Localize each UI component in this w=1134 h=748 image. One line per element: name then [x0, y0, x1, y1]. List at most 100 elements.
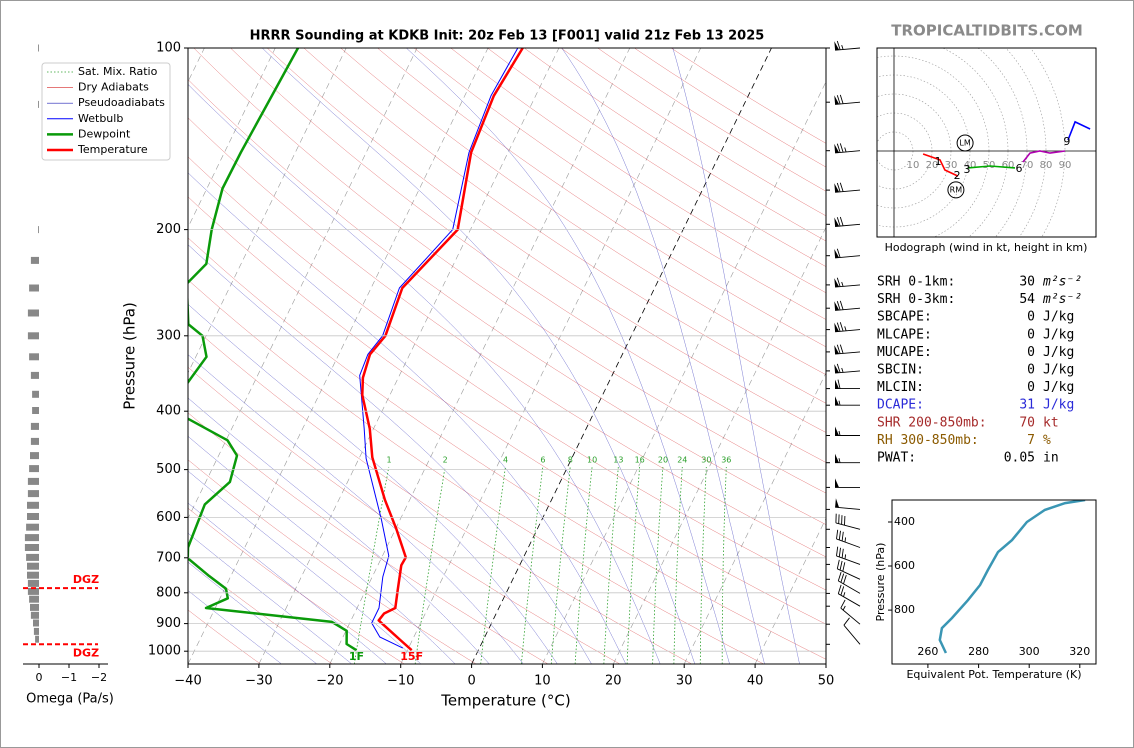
- omega-bar: [33, 619, 39, 627]
- index-label: SRH 0-1km:: [877, 275, 955, 290]
- dry-adiabat: [230, 48, 826, 463]
- chart-title: HRRR Sounding at KDKB Init: 20z Feb 13 […: [250, 29, 765, 44]
- ring-label: 10: [907, 160, 920, 171]
- barb-feather: [836, 322, 841, 332]
- profile-line: [361, 48, 524, 652]
- barb-staff: [835, 47, 861, 51]
- barb-feather: [836, 529, 839, 539]
- barb-pennant: [834, 249, 840, 258]
- barb-feather: [839, 94, 844, 104]
- isotherm: [188, 48, 276, 228]
- isotherm: [542, 80, 826, 664]
- legend-box: [41, 62, 171, 161]
- pseudoadiabat: [188, 502, 387, 664]
- height-label: 3: [964, 163, 971, 176]
- dry-adiabat: [188, 366, 621, 664]
- ring-label: 60: [1002, 160, 1015, 171]
- barb-pennant: [835, 453, 839, 463]
- mixing-ratio-label: 36: [721, 456, 731, 465]
- dry-adiabat: [188, 412, 549, 664]
- wind-barb: [835, 426, 860, 436]
- branding: TROPICALTIDBITS.COM: [891, 22, 1083, 40]
- isotherm: [188, 48, 347, 374]
- y-tick-label: 700: [156, 550, 181, 565]
- y-tick-label: 800: [894, 603, 915, 616]
- barb-feather: [839, 143, 844, 153]
- dry-adiabat: [188, 196, 826, 625]
- thetae-y-label: Pressure (hPa): [874, 543, 887, 622]
- barb-staff: [835, 255, 861, 259]
- barb-feather: [836, 95, 841, 105]
- barb-half-feather: [841, 367, 844, 373]
- barb-half-feather: [838, 430, 841, 436]
- mixing-ratio-label: 1: [386, 456, 391, 465]
- legend-label: Sat. Mix. Ratio: [78, 65, 158, 78]
- y-tick-label: 400: [894, 515, 915, 528]
- omega-bar: [29, 595, 39, 603]
- mixing-ratio-line: [673, 466, 683, 664]
- y-axis-label: Pressure (hPa): [121, 302, 139, 410]
- storm-motion-label: RM: [950, 185, 963, 194]
- index-label: PWAT:: [877, 451, 916, 466]
- omega-bar: [35, 635, 39, 643]
- barb-feather: [836, 40, 841, 50]
- ring-label: 90: [1059, 160, 1072, 171]
- plot-area: [188, 48, 826, 664]
- storm-motion-label: LM: [959, 139, 970, 148]
- barb-half-feather: [841, 281, 844, 287]
- storm-motion-marker: [947, 181, 965, 199]
- isotherm: [188, 48, 489, 664]
- barb-feather: [836, 277, 841, 287]
- dry-adiabat: [188, 322, 692, 664]
- barb-pennant: [834, 217, 840, 227]
- thetae-line: [938, 500, 1086, 654]
- dry-adiabat: [188, 609, 261, 664]
- hodograph-trace: [922, 153, 959, 177]
- barb-pennant: [834, 143, 840, 153]
- barb-staff: [835, 329, 861, 333]
- index-label: SHR 200-850mb:: [877, 415, 987, 430]
- index-unit: J/kg: [1043, 363, 1074, 378]
- omega-bar: [29, 284, 39, 292]
- index-value: 30: [1019, 275, 1035, 290]
- y-tick-label: 400: [156, 404, 181, 419]
- barb-feather: [836, 143, 841, 153]
- wind-barb: [835, 453, 860, 464]
- barb-feather: [837, 584, 842, 594]
- barb-feather: [839, 344, 844, 354]
- index-unit: J/kg: [1043, 380, 1074, 395]
- index-label: SBCIN:: [877, 363, 924, 378]
- barb-pennant: [834, 183, 840, 193]
- barb-pennant: [834, 322, 840, 332]
- barb-feather: [839, 300, 844, 310]
- y-tick-label: 600: [156, 510, 181, 525]
- barb-feather: [839, 216, 844, 226]
- wind-barb: [834, 143, 861, 154]
- barb-pennant: [835, 498, 840, 508]
- legend-label: Temperature: [77, 143, 148, 156]
- omega-bar: [27, 501, 39, 509]
- barb-staff: [835, 150, 861, 154]
- wind-barb: [834, 277, 861, 288]
- omega-bar: [26, 523, 39, 531]
- dry-adiabat: [267, 48, 826, 433]
- index-value: 0: [1027, 327, 1035, 342]
- isotherm: [613, 226, 826, 664]
- dgz-label: DGZ: [73, 573, 99, 586]
- dry-adiabat: [340, 48, 826, 376]
- pseudoadiabat: [188, 435, 456, 664]
- pseudoadiabat: [188, 244, 592, 664]
- legend-label: Pseudoadiabats: [78, 96, 165, 109]
- wind-barb: [835, 379, 860, 390]
- mixing-ratio-label: 4: [503, 456, 508, 465]
- barb-feather: [842, 562, 846, 572]
- barb-staff: [840, 607, 861, 625]
- x-tick-label: 20: [605, 674, 622, 689]
- barb-staff: [835, 522, 861, 530]
- ring-label: 80: [1040, 160, 1053, 171]
- omega-bar: [30, 422, 39, 430]
- barb-feather: [838, 547, 841, 557]
- omega-bar: [27, 579, 39, 587]
